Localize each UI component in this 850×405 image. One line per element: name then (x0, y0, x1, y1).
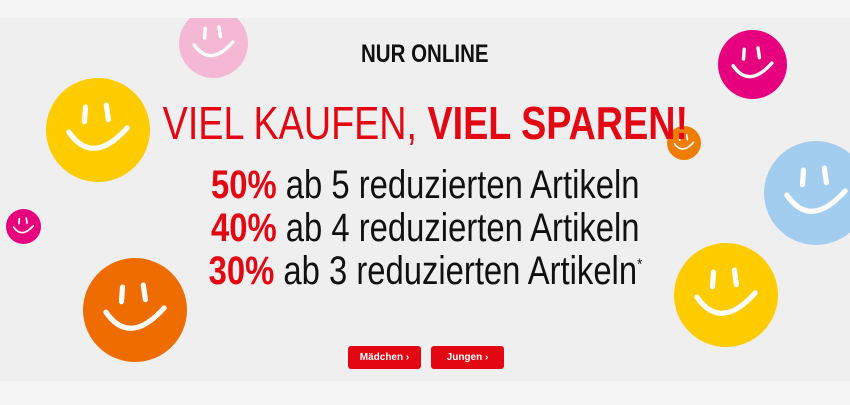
smiley-icon (674, 243, 778, 347)
smiley-icon (718, 30, 787, 99)
jungen-button[interactable]: Jungen › (431, 346, 504, 369)
smiley-icon (764, 141, 850, 245)
smiley-icon (83, 258, 187, 362)
eyebrow: NUR ONLINE (361, 40, 489, 68)
offer-line: 30% ab 3 reduzierten Artikeln* (208, 249, 642, 293)
maedchen-button[interactable]: Mädchen › (348, 346, 421, 369)
smiley-icon (667, 126, 701, 160)
smiley-icon (6, 209, 41, 244)
headline: VIEL KAUFEN, VIEL SPAREN! (162, 97, 688, 149)
promo-banner: NUR ONLINE VIEL KAUFEN, VIEL SPAREN! 50%… (0, 18, 850, 381)
smiley-icon (179, 18, 248, 78)
offer-line: 40% ab 4 reduzierten Artikeln (210, 206, 640, 250)
offer-line: 50% ab 5 reduzierten Artikeln (210, 163, 640, 207)
smiley-icon (46, 78, 150, 182)
